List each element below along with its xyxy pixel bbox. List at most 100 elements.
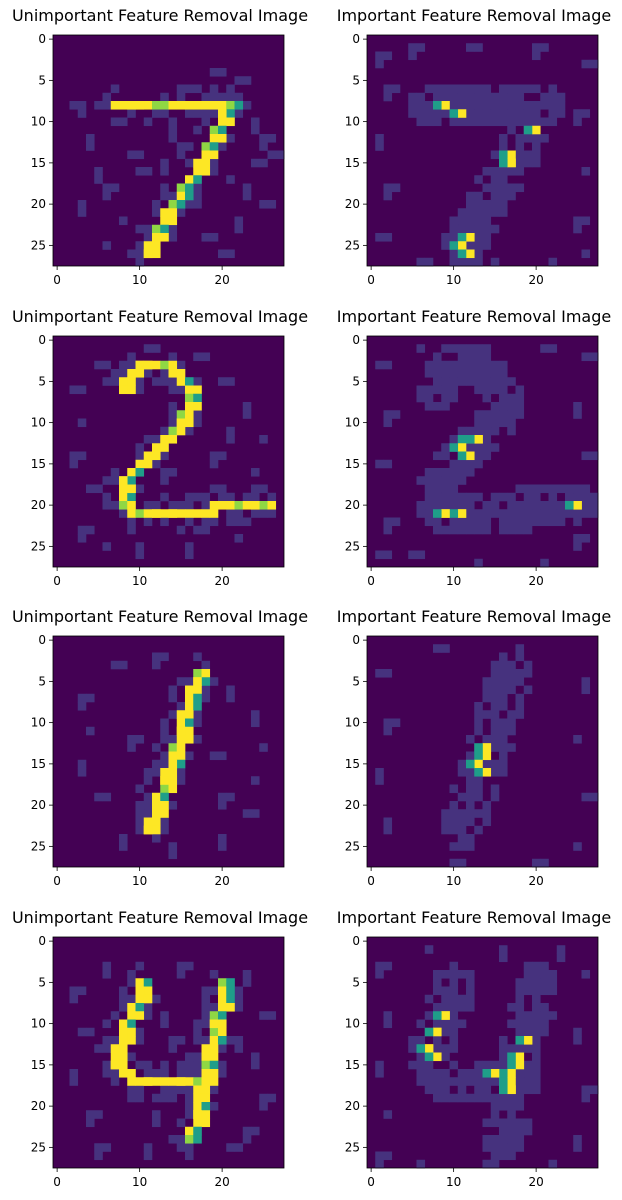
halo-pixel	[532, 1011, 541, 1020]
halo-pixel	[218, 1044, 227, 1053]
halo-pixel	[507, 183, 516, 193]
halo-pixel	[507, 492, 516, 502]
halo-pixel	[433, 402, 442, 411]
noise-pixel	[573, 402, 582, 411]
highlight-pixel	[193, 677, 202, 686]
halo-pixel	[490, 669, 500, 678]
halo-pixel	[449, 1003, 459, 1012]
halo-pixel	[548, 517, 558, 527]
noise-pixel	[86, 1118, 95, 1128]
halo-pixel	[441, 233, 450, 242]
stroke-pixel	[168, 369, 178, 378]
noise-pixel	[581, 216, 591, 226]
noise-pixel	[135, 784, 145, 794]
halo-pixel	[482, 109, 492, 118]
halo-pixel	[532, 961, 541, 971]
halo-pixel	[466, 517, 475, 527]
halo-pixel	[185, 677, 194, 686]
halo-pixel	[185, 751, 194, 761]
halo-pixel	[523, 117, 533, 127]
halo-pixel	[119, 1003, 128, 1012]
noise-pixel	[77, 1027, 87, 1037]
noise-pixel	[540, 344, 549, 353]
halo-pixel	[152, 501, 161, 510]
stroke-pixel	[209, 1077, 219, 1086]
noise-pixel	[589, 352, 599, 362]
highlight-pixel	[143, 825, 153, 835]
halo-pixel	[441, 525, 450, 535]
halo-pixel	[540, 1011, 549, 1020]
noise-pixel	[135, 550, 145, 560]
halo-pixel	[532, 970, 541, 979]
highlight-pixel	[457, 509, 467, 518]
halo-pixel	[152, 834, 161, 843]
heatmap-cells	[375, 945, 599, 1169]
halo-pixel	[490, 1102, 500, 1111]
halo-pixel	[152, 1093, 161, 1103]
halo-pixel	[201, 525, 211, 535]
halo-pixel	[466, 834, 475, 843]
halo-pixel	[143, 809, 153, 818]
halo-pixel	[449, 249, 459, 259]
noise-pixel	[234, 76, 244, 85]
stroke-pixel	[127, 501, 136, 510]
halo-pixel	[490, 1143, 500, 1152]
stroke-pixel	[160, 233, 169, 242]
stroke-pixel	[135, 468, 145, 477]
halo-pixel	[457, 994, 467, 1004]
halo-pixel	[449, 961, 459, 971]
noise-pixel	[267, 1093, 277, 1103]
noise-pixel	[556, 953, 566, 963]
halo-pixel	[466, 109, 475, 118]
halo-pixel	[176, 385, 186, 395]
halo-pixel	[193, 525, 202, 535]
noise-pixel	[540, 858, 549, 868]
highlight-pixel	[433, 1027, 442, 1037]
halo-pixel	[234, 986, 244, 996]
halo-pixel	[490, 224, 500, 234]
halo-pixel	[193, 1052, 202, 1062]
noise-pixel	[226, 435, 235, 444]
stroke-pixel	[119, 492, 128, 502]
stroke-pixel	[185, 175, 194, 184]
axes-frame	[52, 335, 285, 568]
halo-pixel	[259, 484, 268, 494]
halo-pixel	[466, 208, 475, 217]
panel-title: Unimportant Feature Removal Image	[12, 307, 308, 326]
noise-pixel	[573, 224, 582, 234]
noise-pixel	[548, 1159, 558, 1169]
halo-pixel	[532, 84, 541, 94]
halo-pixel	[449, 1036, 459, 1045]
halo-pixel	[441, 377, 450, 386]
halo-pixel	[499, 759, 508, 769]
noise-pixel	[424, 257, 434, 267]
stroke-pixel	[201, 167, 211, 176]
halo-pixel	[482, 117, 492, 127]
noise-pixel	[127, 150, 136, 160]
halo-pixel	[135, 1027, 145, 1037]
halo-pixel	[556, 509, 566, 518]
stroke-pixel	[490, 718, 500, 728]
axes-frame	[366, 34, 599, 267]
halo-pixel	[457, 352, 467, 362]
stroke-pixel	[242, 501, 252, 510]
noise-pixel	[226, 693, 235, 703]
halo-pixel	[499, 410, 508, 419]
halo-pixel	[102, 1044, 112, 1053]
noise-pixel	[69, 101, 79, 110]
x-tick-label: 0	[367, 273, 375, 287]
halo-pixel	[110, 468, 120, 477]
stroke-pixel	[201, 669, 211, 678]
halo-pixel	[482, 1118, 492, 1128]
noise-pixel	[556, 945, 566, 954]
stroke-pixel	[449, 459, 459, 469]
halo-pixel	[523, 150, 533, 160]
halo-pixel	[193, 1036, 202, 1045]
halo-pixel	[482, 1135, 492, 1144]
noise-pixel	[218, 801, 227, 810]
halo-pixel	[185, 517, 194, 527]
stroke-pixel	[152, 801, 161, 810]
y-tick-label: 20	[31, 798, 46, 812]
halo-pixel	[127, 249, 136, 259]
halo-pixel	[433, 517, 442, 527]
